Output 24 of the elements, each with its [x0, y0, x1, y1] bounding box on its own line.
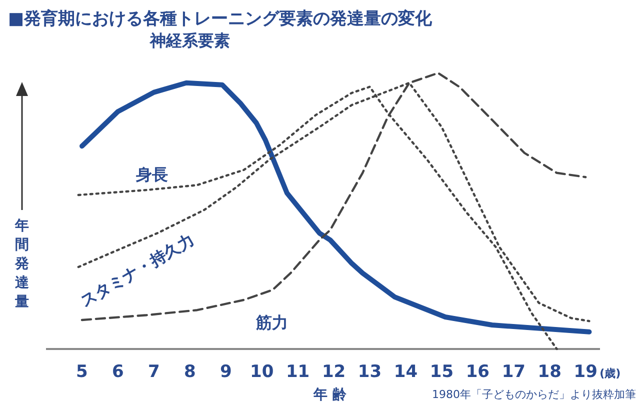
- x-tick-label: 5: [76, 362, 88, 382]
- x-tick-label: 17: [502, 362, 526, 382]
- x-tick-label: 16: [466, 362, 490, 382]
- x-tick-label: 11: [286, 362, 310, 382]
- x-tick-label: 14: [394, 362, 418, 382]
- x-tick-label: 7: [148, 362, 160, 382]
- text: 神経系要素: [149, 31, 230, 50]
- series-label: 筋力: [255, 313, 288, 332]
- chart-title: ■発育期における各種トレーニング要素の発達量の変化: [8, 8, 434, 29]
- x-tick-label: 12: [322, 362, 346, 382]
- x-tick-label: 8: [184, 362, 196, 382]
- x-axis-title: 年 齢: [312, 387, 348, 403]
- x-tick-label: 19: [574, 362, 598, 382]
- x-tick-label: 13: [358, 362, 382, 382]
- text: 1980年「子どものからだ」より抜粋加筆: [432, 388, 636, 401]
- y-axis-title: 年間発達量: [14, 218, 30, 310]
- series-label: 身長: [135, 165, 168, 184]
- x-tick-label: 18: [538, 362, 562, 382]
- x-tick-label: 9: [220, 362, 232, 382]
- x-tick-label: 10: [250, 362, 274, 382]
- text: (歳): [600, 367, 621, 380]
- text: スタミナ・持久力: [77, 230, 198, 310]
- x-tick-label: 6: [112, 362, 124, 382]
- x-tick-label: 15: [430, 362, 454, 382]
